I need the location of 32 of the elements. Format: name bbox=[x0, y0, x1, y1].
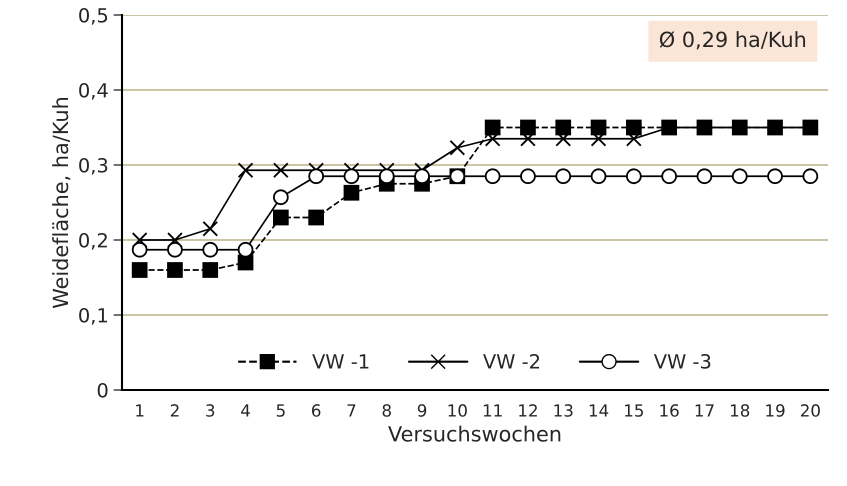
y-tick-label: 0,2 bbox=[79, 232, 107, 250]
legend-label: VW -1 bbox=[312, 354, 368, 368]
x-tick-label: 2 bbox=[170, 404, 179, 417]
y-tick-label: 0,5 bbox=[79, 8, 108, 25]
x-tick-label: 5 bbox=[276, 404, 285, 417]
y-axis-title: Weidefläche, ha/Kuh bbox=[52, 98, 70, 308]
x-tick-label: 8 bbox=[382, 404, 391, 417]
x-tick-label: 12 bbox=[519, 404, 537, 417]
x-tick-label: 9 bbox=[418, 404, 426, 417]
x-tick-label: 14 bbox=[590, 404, 608, 417]
x-tick-label: 18 bbox=[730, 404, 750, 417]
x-tick-label: 6 bbox=[312, 404, 320, 417]
y-tick-label: 0,4 bbox=[79, 82, 108, 100]
x-tick-label: 13 bbox=[554, 404, 573, 417]
x-tick-label: 3 bbox=[206, 404, 214, 417]
x-tick-label: 15 bbox=[625, 404, 643, 417]
x-tick-label: 19 bbox=[766, 404, 784, 417]
y-tick-label: 0,1 bbox=[79, 308, 108, 325]
x-tick-label: 1 bbox=[136, 404, 144, 417]
legend-label: VW -2 bbox=[483, 354, 540, 368]
x-tick-label: 16 bbox=[660, 404, 679, 417]
y-tick-label: 0,3 bbox=[79, 158, 108, 175]
x-tick-label: 10 bbox=[448, 404, 467, 417]
x-tick-label: 20 bbox=[800, 404, 820, 417]
x-tick-label: 4 bbox=[241, 404, 250, 417]
legend-label: VW -3 bbox=[654, 354, 710, 369]
x-tick-label: 17 bbox=[696, 404, 714, 417]
y-tick-label: 0 bbox=[98, 382, 108, 398]
x-tick-label: 11 bbox=[484, 404, 502, 417]
x-axis-title: Versuchswochen bbox=[388, 426, 560, 442]
x-tick-label: 7 bbox=[348, 404, 356, 417]
annotation: Ø 0,29 ha/Kuh bbox=[660, 31, 806, 50]
